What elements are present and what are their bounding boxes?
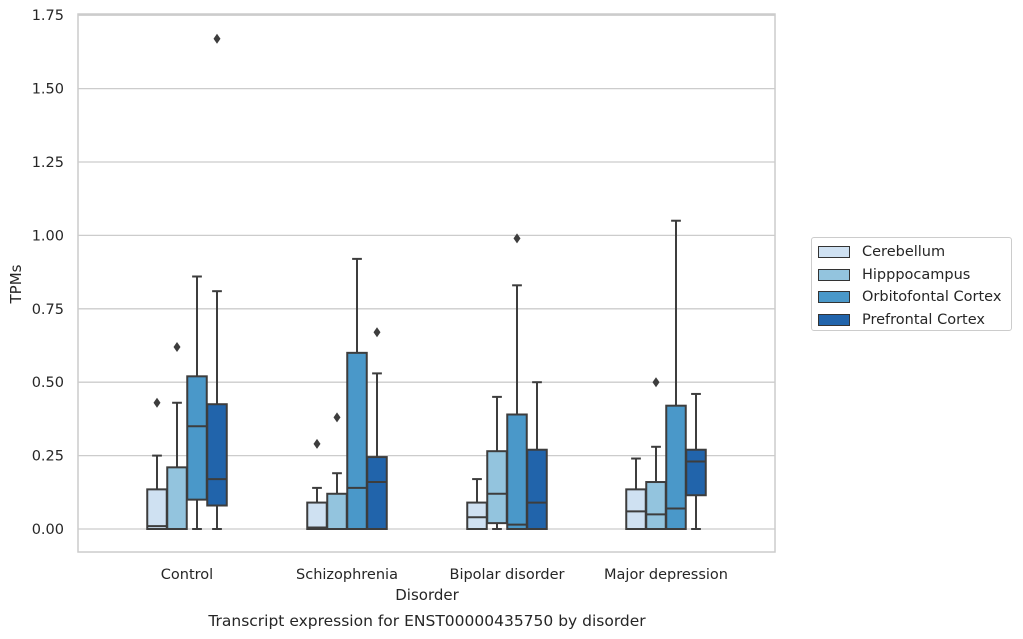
box-orbitofontal-cortex	[506, 233, 528, 530]
legend-item: Cerebellum	[818, 241, 1011, 264]
outlier-point	[373, 327, 381, 338]
outlier-point	[173, 341, 181, 352]
box-orbitofontal-cortex	[346, 257, 368, 530]
outlier-point	[333, 412, 341, 423]
box-iqr	[326, 492, 348, 531]
box-hipppocampus	[645, 377, 667, 530]
x-tick-label: Control	[161, 567, 213, 583]
legend-item: Prefrontal Cortex	[818, 309, 1011, 332]
boxes	[146, 33, 707, 531]
outlier-point	[513, 233, 521, 244]
box-iqr	[346, 351, 368, 530]
box-hipppocampus	[166, 341, 188, 530]
box-hipppocampus	[326, 412, 348, 531]
box-iqr	[486, 450, 508, 525]
y-tick-label: 1.75	[32, 8, 64, 24]
legend-item: Orbitofontal Cortex	[818, 286, 1011, 309]
x-axis-ticks: Control Schizophrenia Bipolar disorder Majo…	[161, 567, 728, 583]
box-orbitofontal-cortex	[665, 219, 687, 530]
chart-title: Transcript expression for ENST0000043575…	[207, 612, 646, 630]
legend-swatch	[818, 313, 850, 326]
x-axis-label: Disorder	[395, 586, 459, 604]
outlier-point	[652, 377, 660, 388]
y-tick-label: 1.00	[32, 228, 64, 244]
box-prefrontal-cortex	[366, 327, 388, 530]
outlier-point	[313, 438, 321, 449]
legend-item: Hipppocampus	[818, 264, 1011, 287]
box-cerebellum	[625, 457, 647, 531]
y-tick-label: 0.25	[32, 449, 64, 465]
box-iqr	[685, 448, 707, 497]
y-tick-label: 0.50	[32, 375, 64, 391]
box-iqr	[466, 501, 488, 530]
legend-swatch	[818, 291, 850, 304]
box-iqr	[186, 375, 208, 501]
y-axis-ticks: 0.00 0.25 0.50 0.75 1.00 1.25 1.50 1.75	[32, 8, 64, 538]
box-cerebellum	[306, 438, 328, 530]
box-cerebellum	[146, 397, 168, 531]
y-tick-label: 0.75	[32, 302, 64, 318]
legend-label: Orbitofontal Cortex	[862, 289, 1002, 306]
outlier-point	[213, 33, 221, 44]
box-iqr	[206, 403, 228, 507]
box-orbitofontal-cortex	[186, 275, 208, 530]
y-tick-label: 0.00	[32, 522, 64, 538]
y-tick-label: 1.25	[32, 155, 64, 171]
box-iqr	[645, 481, 667, 530]
x-tick-label: Schizophrenia	[296, 567, 398, 583]
legend-label: Cerebellum	[862, 244, 946, 261]
box-prefrontal-cortex	[526, 381, 548, 530]
box-prefrontal-cortex	[206, 33, 228, 530]
x-tick-label: Major depression	[604, 567, 728, 583]
box-iqr	[665, 404, 687, 530]
y-tick-label: 1.50	[32, 82, 64, 98]
box-cerebellum	[466, 478, 488, 530]
legend: Cerebellum Hipppocampus Orbitofontal Corte…	[811, 237, 1012, 331]
box-iqr	[526, 448, 548, 530]
box-iqr	[166, 466, 188, 530]
legend-swatch	[818, 268, 850, 281]
box-iqr	[306, 501, 328, 530]
y-axis-label: TPMs	[7, 264, 25, 304]
x-tick-label: Bipolar disorder	[450, 567, 565, 583]
plot-area-frame	[77, 13, 776, 553]
box-iqr	[625, 488, 647, 531]
outlier-point	[153, 397, 161, 408]
legend-swatch	[818, 246, 850, 259]
box-iqr	[146, 488, 168, 531]
box-iqr	[366, 456, 388, 530]
legend-label: Prefrontal Cortex	[862, 311, 985, 328]
box-prefrontal-cortex	[685, 392, 707, 530]
box-hipppocampus	[486, 395, 508, 530]
legend-label: Hipppocampus	[862, 266, 971, 283]
box-iqr	[506, 413, 528, 530]
